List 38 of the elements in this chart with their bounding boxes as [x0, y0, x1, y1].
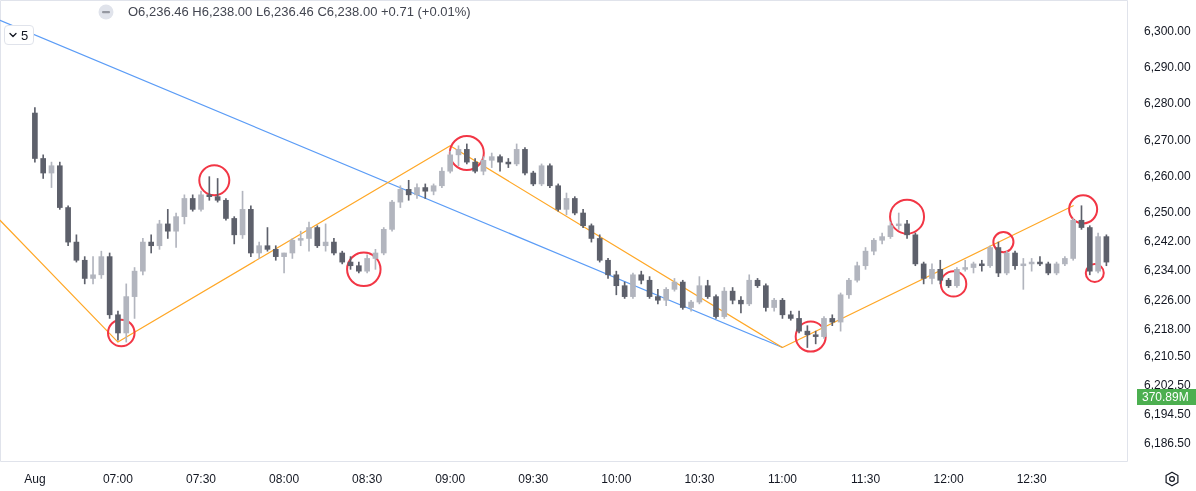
y-tick-label: 6,300.00: [1144, 23, 1192, 38]
x-tick-label: 07:30: [186, 471, 217, 486]
y-tick-label: 6,260.00: [1144, 168, 1192, 183]
x-tick-label: 07:00: [102, 471, 134, 486]
x-tick-label: 10:00: [601, 471, 632, 486]
candlestick: [812, 330, 819, 345]
y-tick-label: 6,226.00: [1144, 292, 1192, 307]
text: 370.89M: [1137, 389, 1196, 405]
x-tick-label: 09:30: [518, 471, 549, 486]
x-tick-label: 08:00: [269, 471, 300, 486]
candlestick: [90, 256, 96, 285]
x-tick-label: 11:30: [850, 471, 881, 486]
y-tick-label: 6,186.50: [1144, 436, 1192, 451]
y-tick-label: 6,290.00: [1144, 59, 1192, 74]
x-tick-label: 11:00: [767, 471, 798, 486]
candlestick: [738, 296, 744, 314]
x-tick-label: 08:30: [352, 471, 383, 486]
annotation: 5: [21, 27, 29, 43]
y-tick-label: 6,270.00: [1144, 132, 1192, 147]
x-tick-label: 12:30: [1016, 471, 1047, 486]
y-tick-label: 6,242.00: [1144, 234, 1192, 249]
x-tick-label: Aug: [24, 471, 46, 486]
candlestick: [164, 209, 171, 239]
y-tick-label: 6,250.00: [1144, 205, 1192, 220]
candlestick: [281, 252, 287, 274]
y-tick-label: 6,194.50: [1144, 407, 1192, 422]
x-tick-label: 09:00: [435, 471, 466, 486]
candlestick: [297, 230, 304, 247]
y-tick-label: 6,234.00: [1144, 263, 1192, 278]
y-tick-label: 6,210.50: [1144, 348, 1192, 363]
chart-title: O6,236.46 H6,238.00 L6,236.46 C6,238.00 +0.71 (+0.01%): [128, 4, 471, 20]
y-tick-label: 6,218.00: [1144, 321, 1192, 336]
y-tick-label: 6,280.00: [1144, 96, 1192, 111]
candlestick: [148, 234, 155, 254]
toggle-button: 5: [4, 25, 35, 45]
x-tick-label: 12:00: [933, 471, 964, 486]
x-tick-label: 10:30: [684, 471, 715, 486]
y-tick-label: 6,202.50: [1144, 377, 1192, 392]
